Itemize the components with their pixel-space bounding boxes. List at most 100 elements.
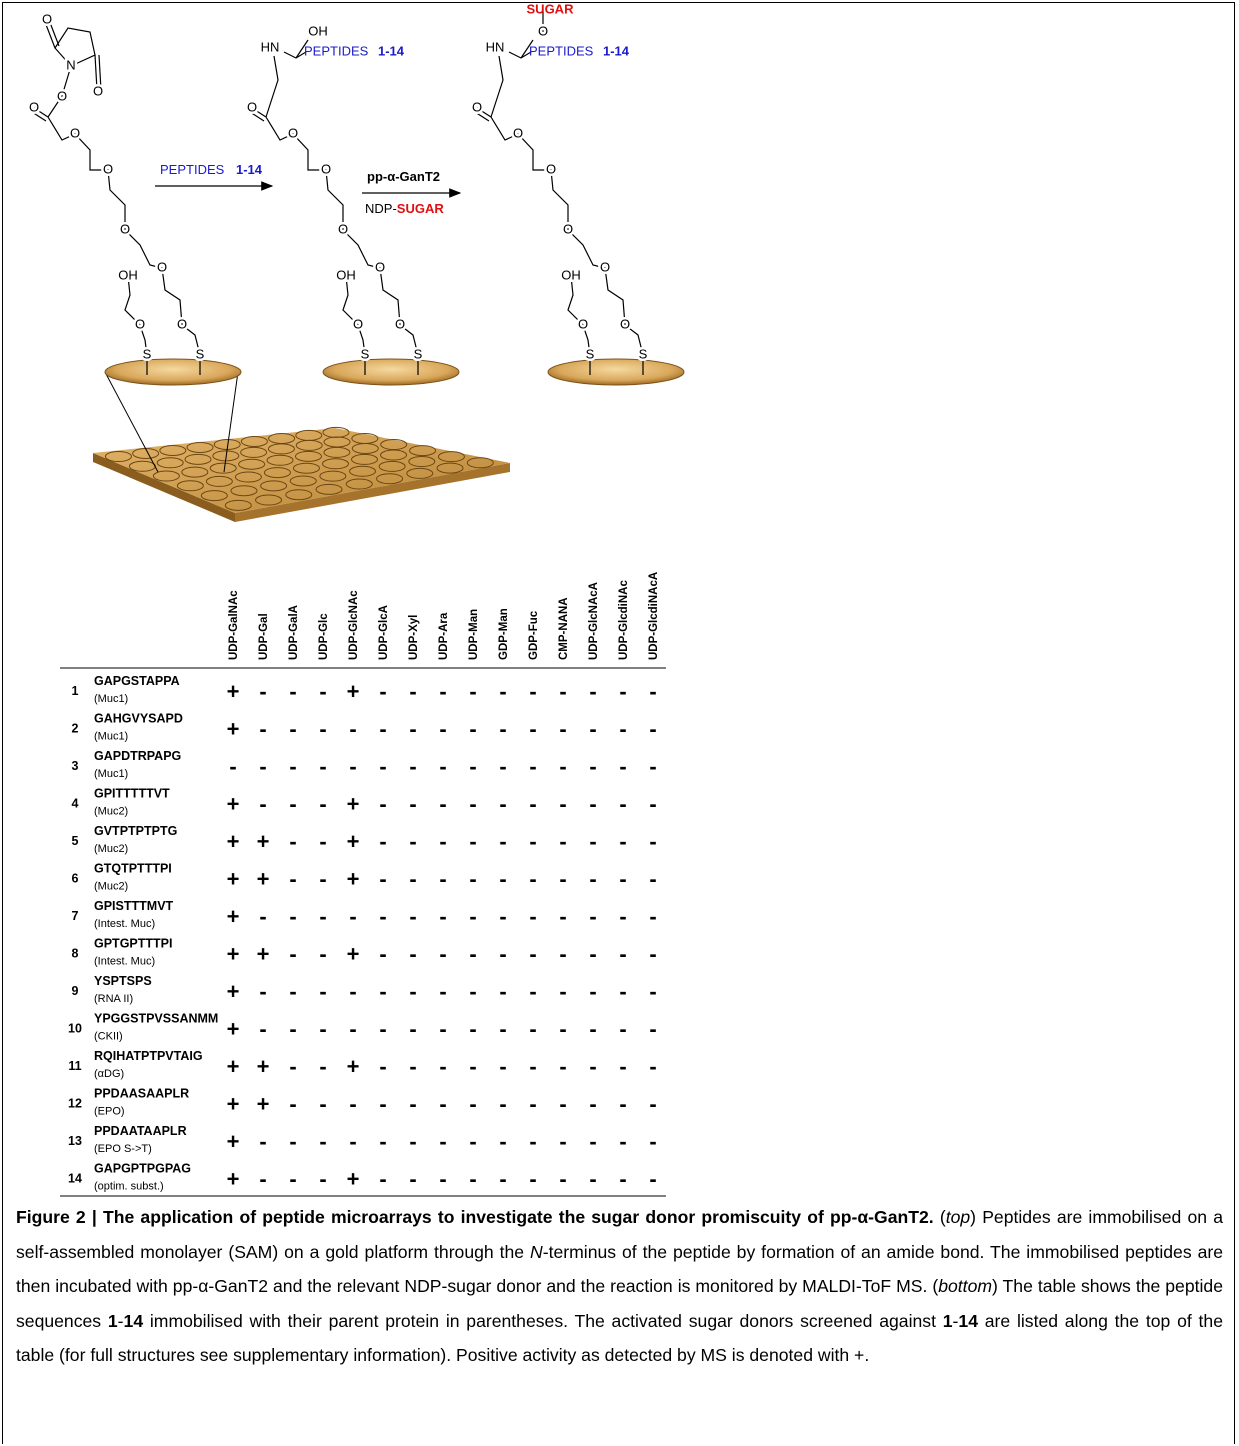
activity-result: -: [259, 717, 266, 742]
bond: [509, 52, 531, 58]
activity-result: -: [559, 1054, 566, 1079]
activity-result: -: [529, 679, 536, 704]
atom-label: O: [93, 83, 103, 98]
atom-label: O: [120, 221, 130, 236]
activity-result: -: [619, 717, 626, 742]
atom-label: HN: [261, 39, 280, 54]
activity-result: -: [619, 829, 626, 854]
activity-result: -: [469, 1167, 476, 1192]
column-header: GDP-Man: [498, 608, 510, 660]
activity-result: -: [469, 1129, 476, 1154]
caption-text: bottom: [938, 1276, 992, 1296]
peptide-sequence: GAPGPTPGPAG: [94, 1162, 191, 1176]
activity-result: -: [589, 829, 596, 854]
activity-result: -: [379, 679, 386, 704]
activity-result: -: [559, 1129, 566, 1154]
activity-result: -: [649, 1054, 656, 1079]
activity-result: -: [589, 1092, 596, 1117]
activity-result: -: [379, 717, 386, 742]
activity-result: -: [439, 792, 446, 817]
activity-result: -: [499, 904, 506, 929]
atom-label: O: [70, 125, 80, 140]
atom-label: S: [361, 346, 370, 361]
column-header: UDP-Man: [468, 609, 480, 660]
activity-result: -: [409, 717, 416, 742]
enzyme-part: -GanT2: [395, 169, 440, 184]
activity-result: -: [289, 1129, 296, 1154]
donor-sugar: SUGAR: [397, 201, 445, 216]
caption-text: 1: [108, 1311, 118, 1331]
activity-result: -: [259, 904, 266, 929]
atom-label: OH: [118, 267, 138, 282]
activity-result: -: [319, 829, 326, 854]
bond: [266, 56, 278, 117]
activity-result: -: [499, 867, 506, 892]
atom-label: S: [196, 346, 205, 361]
activity-result: -: [619, 867, 626, 892]
activity-result: -: [499, 1167, 506, 1192]
activity-result: -: [409, 1129, 416, 1154]
activity-result: -: [409, 979, 416, 1004]
activity-result: +: [257, 867, 270, 892]
activity-result: -: [259, 679, 266, 704]
activity-result: +: [227, 829, 240, 854]
activity-result: -: [499, 717, 506, 742]
peptide-sequence: GPTGPTTTPI: [94, 937, 172, 951]
activity-result: -: [469, 679, 476, 704]
activity-result: -: [559, 792, 566, 817]
column-header: UDP-GlcA: [378, 605, 390, 660]
activity-result: -: [499, 754, 506, 779]
gold-disc: [548, 359, 684, 385]
figure: ONOOOOOOOOHOOSSPEPTIDES1-14HNOHOOOOOOHOO…: [0, 0, 1239, 1200]
parent-protein: (Muc2): [94, 806, 128, 818]
column-header: UDP-Gal: [258, 613, 270, 660]
activity-result: -: [409, 754, 416, 779]
activity-result: -: [499, 1129, 506, 1154]
donor-label: NDP-SUGAR: [365, 201, 444, 216]
parent-protein: (αDG): [94, 1068, 124, 1080]
activity-result: -: [619, 1129, 626, 1154]
activity-result: -: [529, 717, 536, 742]
activity-result: -: [439, 1017, 446, 1042]
activity-result: -: [559, 1092, 566, 1117]
activity-result: +: [227, 942, 240, 967]
activity-result: -: [289, 717, 296, 742]
activity-result: +: [227, 1092, 240, 1117]
activity-result: -: [589, 754, 596, 779]
sugar-label: SUGAR: [527, 1, 575, 16]
activity-result: -: [499, 829, 506, 854]
atom-label: O: [395, 316, 405, 331]
activity-result: -: [589, 1017, 596, 1042]
enzyme-part: pp-: [367, 169, 387, 184]
row-number: 4: [72, 797, 79, 811]
peptide-sequence: YPGGSTPVSSANMM: [94, 1012, 218, 1026]
activity-result: -: [439, 754, 446, 779]
atom-label: OH: [561, 267, 581, 282]
activity-result: -: [649, 717, 656, 742]
activity-result: -: [529, 1129, 536, 1154]
activity-result: -: [589, 792, 596, 817]
activity-result: -: [319, 904, 326, 929]
activity-result: -: [319, 717, 326, 742]
activity-result: -: [259, 792, 266, 817]
activity-result: -: [559, 754, 566, 779]
activity-result: -: [379, 1092, 386, 1117]
activity-result: -: [559, 867, 566, 892]
row-number: 8: [72, 947, 79, 961]
activity-result: -: [319, 754, 326, 779]
column-header: UDP-GlcdiNAcA: [648, 572, 660, 660]
activity-result: +: [347, 942, 360, 967]
activity-result: -: [379, 1129, 386, 1154]
activity-result: -: [229, 754, 236, 779]
activity-result: -: [439, 679, 446, 704]
parent-protein: (EPO): [94, 1106, 125, 1118]
activity-result: +: [227, 717, 240, 742]
activity-result: -: [409, 1167, 416, 1192]
activity-result: -: [289, 1092, 296, 1117]
atom-label: S: [639, 346, 648, 361]
activity-result: -: [409, 904, 416, 929]
peptide-name: PEPTIDES: [304, 43, 369, 58]
activity-result: -: [619, 979, 626, 1004]
peptide-sequence: GVTPTPTPTG: [94, 824, 177, 838]
activity-result: -: [379, 867, 386, 892]
